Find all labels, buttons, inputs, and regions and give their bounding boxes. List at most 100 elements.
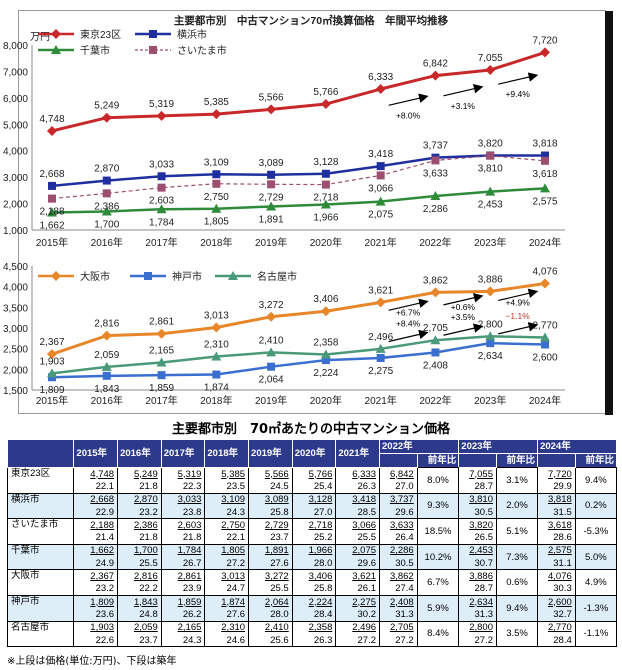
- data-label: 2,358: [313, 338, 338, 349]
- triangle-marker: [47, 368, 57, 378]
- square-marker: [541, 151, 549, 160]
- data-label: 3,418: [368, 149, 393, 160]
- data-label: 3,406: [313, 294, 338, 305]
- growth-annotation: +9.4%: [505, 89, 530, 99]
- diamond-marker: [430, 287, 441, 298]
- price-cell: 2,224: [291, 595, 337, 609]
- legend-label: 横浜市: [177, 28, 207, 41]
- data-label: 2,705: [423, 323, 448, 334]
- age-cell: 29.9: [537, 480, 576, 494]
- price-cell: 2,496: [335, 621, 381, 634]
- data-label: 2,367: [39, 337, 64, 348]
- diamond-marker: [266, 104, 277, 115]
- triangle-marker: [101, 361, 112, 371]
- price-cell: 2,286: [379, 544, 418, 558]
- triangle-marker: [430, 191, 441, 201]
- yoy-cell: 5.0%: [574, 544, 618, 571]
- triangle-marker: [430, 335, 441, 345]
- diamond-marker: [47, 349, 57, 360]
- age-cell: 23.7: [117, 633, 162, 648]
- yoy-cell: 9.3%: [416, 493, 460, 520]
- yoy-cell: 0.6%: [495, 569, 539, 596]
- price-cell: 7,055: [458, 467, 497, 481]
- header-year: 2019年: [248, 439, 293, 468]
- square-marker: [149, 46, 157, 54]
- diamond-marker: [485, 64, 496, 75]
- diamond-marker: [320, 99, 331, 110]
- yoy-cell: 10.2%: [416, 544, 460, 571]
- y-tick-label: 2,500: [3, 345, 28, 356]
- y-tick-label: 3,000: [3, 173, 28, 184]
- header-corner: [6, 439, 75, 468]
- price-cell: 2,075: [335, 544, 381, 558]
- trend-arrow: [388, 298, 429, 311]
- price-cell: 2,705: [379, 621, 418, 634]
- x-tick-label: 2021年: [365, 394, 397, 407]
- age-cell: 27.0: [379, 480, 418, 494]
- age-cell: 31.3: [379, 608, 418, 622]
- price-cell: 2,453: [458, 544, 497, 558]
- yoy-cell: -1.1%: [574, 621, 618, 648]
- price-cell: 3,810: [458, 493, 497, 506]
- series-line: [51, 187, 546, 214]
- price-cell: 6,333: [335, 467, 381, 481]
- data-label: 2,286: [423, 204, 448, 215]
- data-label: 1,891: [259, 214, 284, 225]
- data-label: 1,809: [39, 385, 64, 396]
- triangle-marker: [485, 186, 496, 196]
- square-marker: [431, 348, 440, 357]
- data-label: 7,055: [478, 53, 503, 64]
- yoy-cell: 6.7%: [416, 569, 460, 596]
- square-marker: [486, 339, 495, 348]
- age-cell: 22.9: [73, 505, 119, 520]
- yoy-cell: 9.4%: [574, 467, 618, 494]
- header-year: 2017年: [160, 439, 206, 468]
- price-cell: 3,633: [379, 518, 418, 532]
- triangle-marker: [101, 206, 112, 216]
- triangle-marker: [211, 351, 222, 361]
- table-note: ※上段は価格(単位:万円)、下段は築年: [7, 656, 177, 667]
- yoy-cell: 4.9%: [574, 569, 618, 596]
- y-tick-label: 1,000: [3, 226, 28, 237]
- data-label: 3,272: [259, 300, 284, 311]
- yoy-cell: 18.5%: [416, 518, 460, 545]
- data-label: 3,033: [149, 159, 174, 170]
- price-cell: 3,013: [204, 569, 250, 583]
- square-marker: [431, 156, 440, 165]
- table-row: さいたま市 2,188 2,386 2,603 2,750 2,729 2,718 3,066…: [6, 518, 618, 545]
- growth-annotation: −1.1%: [505, 311, 530, 321]
- data-label: 3,109: [204, 157, 229, 168]
- triangle-marker: [320, 349, 331, 359]
- x-tick-label: 2019年: [255, 394, 287, 407]
- data-label: 3,737: [423, 141, 448, 152]
- data-label: 2,718: [313, 193, 338, 204]
- data-label: 6,333: [368, 72, 393, 83]
- square-marker: [541, 340, 549, 349]
- age-cell: 22.1: [73, 480, 119, 494]
- series-line: [51, 335, 546, 375]
- header-blank: [379, 453, 418, 468]
- header-yoy: 前年比: [495, 453, 539, 468]
- x-tick-label: 2018年: [200, 236, 232, 249]
- header-year: 2016年: [117, 439, 162, 468]
- data-label: 4,076: [532, 267, 557, 278]
- square-marker: [321, 180, 330, 189]
- x-tick-label: 2015年: [36, 394, 68, 407]
- table-row-age: 23.6 24.8 26.2 27.6 28.0 28.4 30.2 31.3 31.3 32.7: [8, 608, 617, 622]
- diamond-marker: [101, 330, 112, 341]
- price-cell: 3,818: [537, 493, 576, 506]
- square-marker: [102, 176, 111, 185]
- yoy-cell: 2.0%: [495, 493, 539, 520]
- price-cell: 3,109: [204, 493, 250, 506]
- triangle-marker: [156, 357, 167, 367]
- age-cell: 28.0: [248, 608, 293, 622]
- data-label: 2,224: [313, 368, 338, 379]
- header-row: 前年比 前年比 前年比: [8, 453, 618, 468]
- header-yoy: 前年比: [574, 453, 618, 468]
- age-cell: 26.5: [458, 531, 497, 545]
- diamond-marker: [320, 306, 331, 317]
- age-cell: 30.7: [458, 557, 497, 571]
- square-marker: [212, 170, 221, 179]
- data-label: 2,386: [94, 201, 119, 212]
- yoy-cell: 8.0%: [416, 467, 460, 494]
